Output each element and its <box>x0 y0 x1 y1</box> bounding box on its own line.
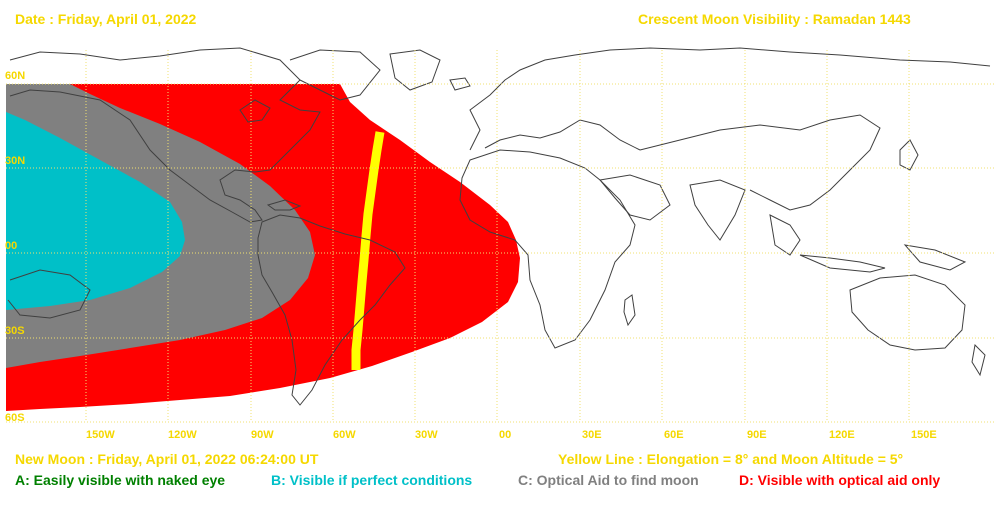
lon-label-150w: 150W <box>86 429 115 441</box>
lon-label-60e: 60E <box>664 429 684 441</box>
lon-label-120e: 120E <box>829 429 855 441</box>
lat-label-30n: 30N <box>5 155 26 167</box>
legend-c: C: Optical Aid to find moon <box>518 472 699 488</box>
lon-label-30w: 30W <box>415 429 438 441</box>
coordinate-grid <box>6 50 994 423</box>
yellow-limit-line <box>351 131 385 370</box>
lon-label-90e: 90E <box>747 429 767 441</box>
new-moon-label: New Moon : Friday, April 01, 2022 06:24:… <box>15 451 319 467</box>
legend-d: D: Visible with optical aid only <box>739 472 941 488</box>
date-label: Date : Friday, April 01, 2022 <box>15 11 197 27</box>
zone-b-region <box>6 112 185 310</box>
lon-label-90w: 90W <box>251 429 274 441</box>
lat-label-60n: 60N <box>5 70 26 82</box>
lon-label-150e: 150E <box>911 429 937 441</box>
lon-label-30e: 30E <box>582 429 602 441</box>
lon-label-120w: 120W <box>168 429 197 441</box>
lat-label-60s: 60S <box>5 412 25 424</box>
lon-label-60w: 60W <box>333 429 356 441</box>
lon-label-00: 00 <box>499 429 512 441</box>
legend-b: B: Visible if perfect conditions <box>271 472 473 488</box>
yellow-line-note: Yellow Line : Elongation = 8° and Moon A… <box>558 451 904 467</box>
lat-label-30s: 30S <box>5 325 25 337</box>
map-title: Crescent Moon Visibility : Ramadan 1443 <box>638 11 911 27</box>
legend-a: A: Easily visible with naked eye <box>15 472 226 488</box>
lat-label-00: 00 <box>5 240 18 252</box>
coastlines <box>7 47 991 406</box>
